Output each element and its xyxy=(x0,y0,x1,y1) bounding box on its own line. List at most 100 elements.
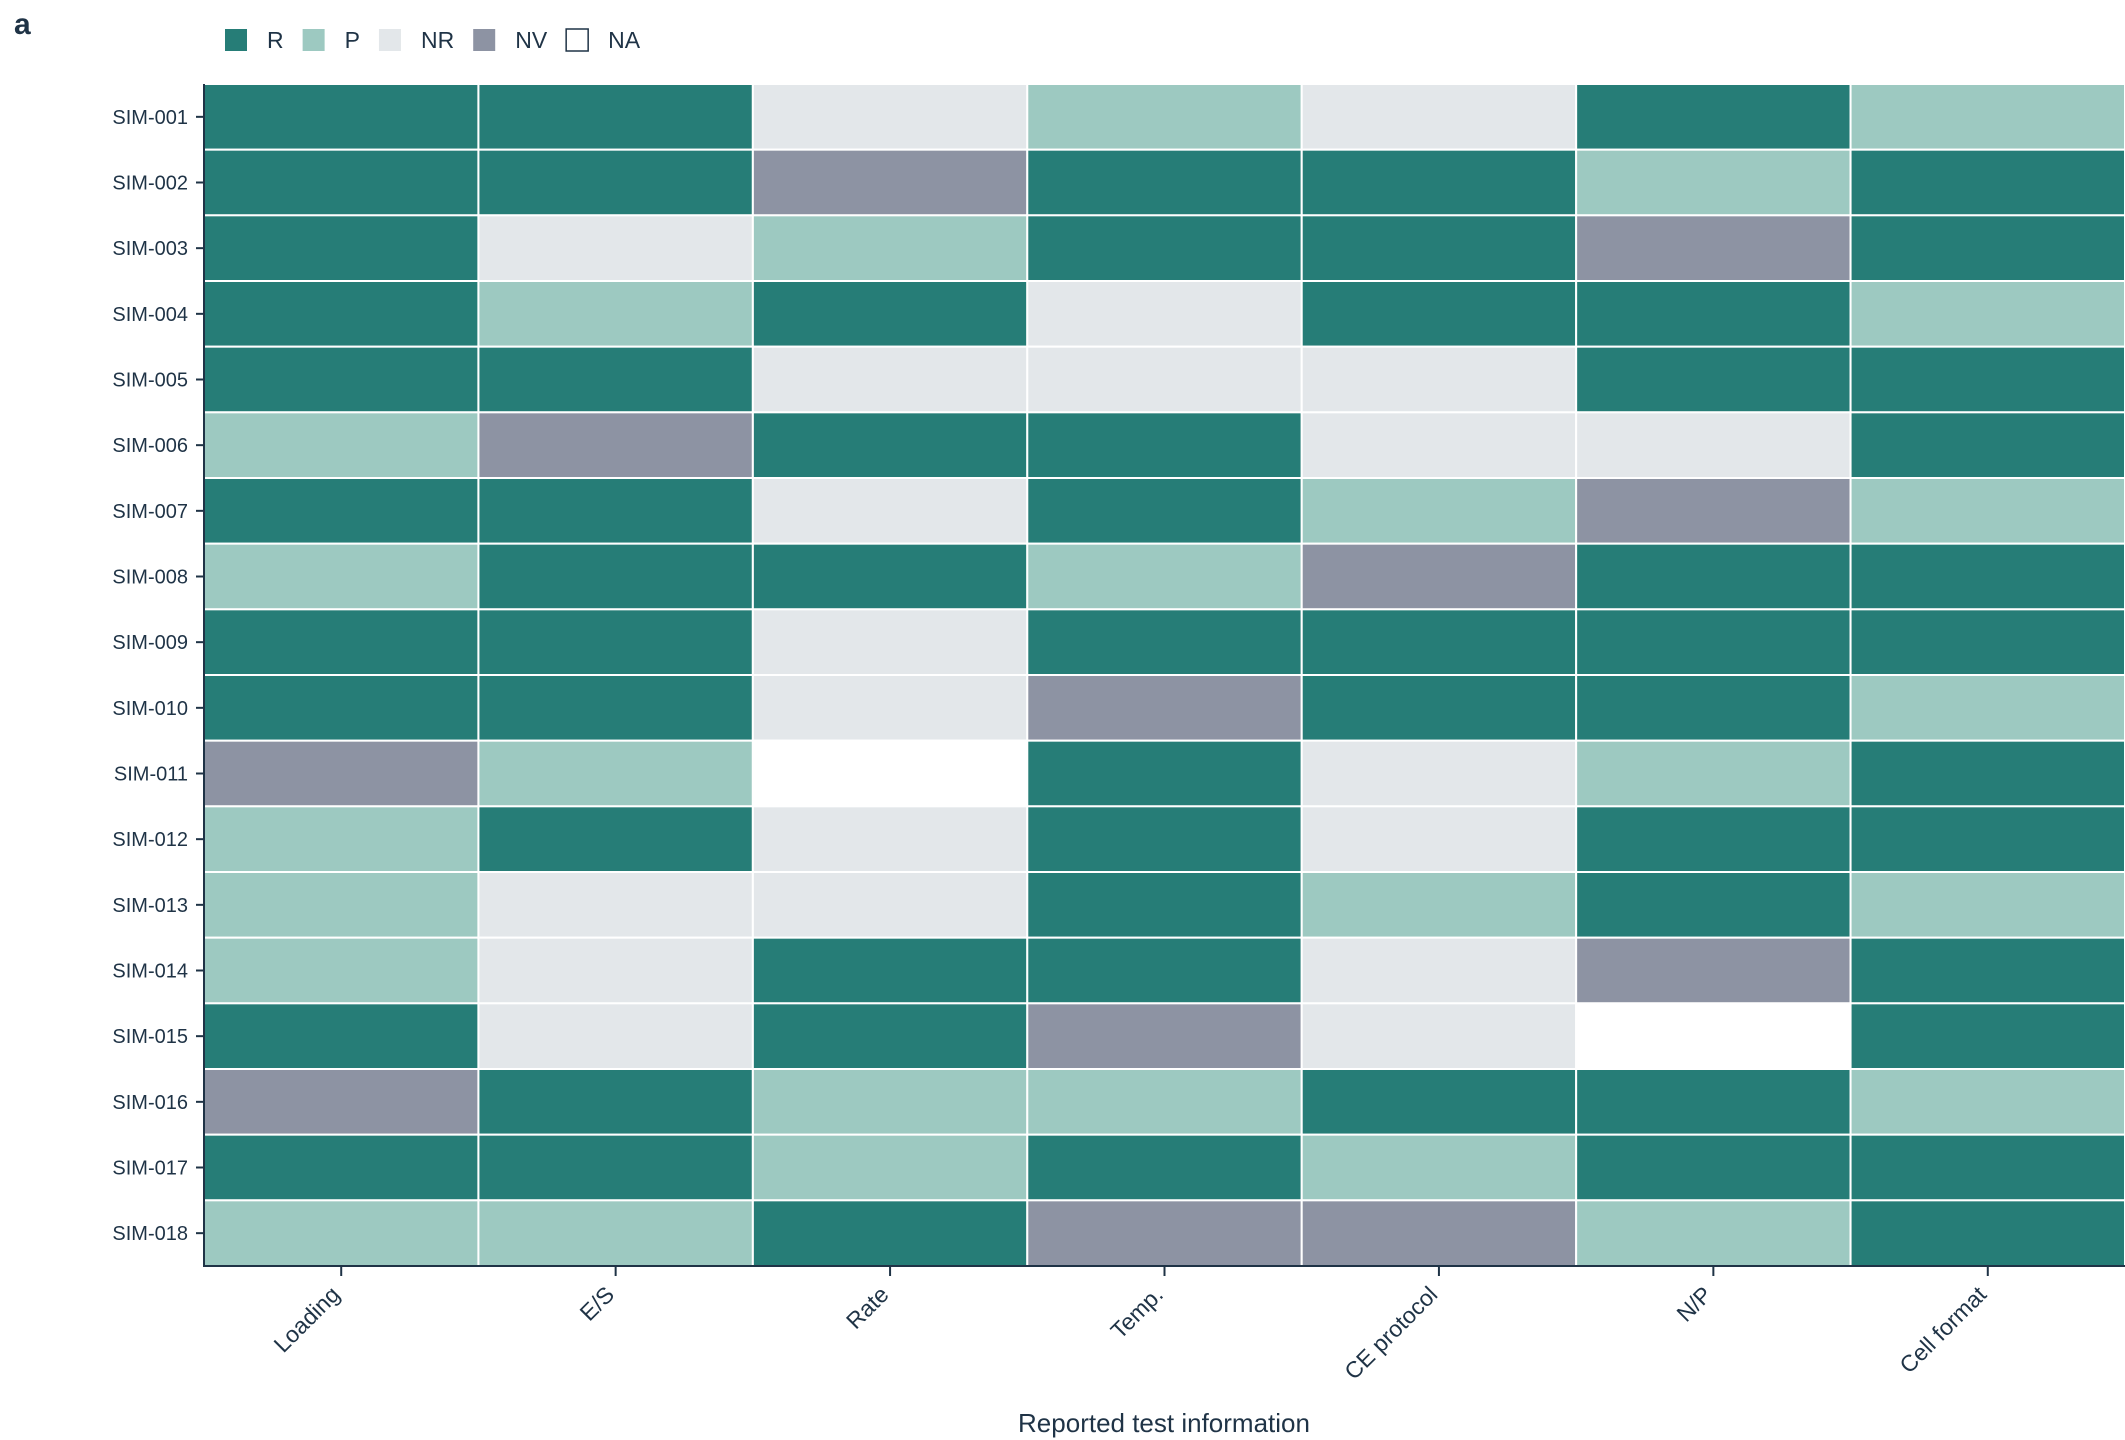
x-axis-title: Reported test information xyxy=(1018,1408,1310,1438)
heatmap-cell xyxy=(1575,871,1852,939)
heatmap-cell xyxy=(1575,739,1852,808)
heatmap-cell xyxy=(1026,1068,1303,1136)
heatmap-cell xyxy=(1575,936,1852,1005)
heatmap-cell xyxy=(1300,148,1578,217)
heatmap-cell xyxy=(1575,542,1852,611)
legend-label-na: NA xyxy=(608,27,641,53)
heatmap-cell xyxy=(1575,674,1852,742)
heatmap-cell xyxy=(477,1133,754,1202)
heatmap-cell xyxy=(1849,674,2125,742)
heatmap-cell xyxy=(477,1002,754,1070)
heatmap-cell xyxy=(203,1068,480,1136)
row-label-sim-018: SIM-018 xyxy=(112,1223,188,1245)
heatmap-cell xyxy=(203,1133,480,1202)
heatmap-cell xyxy=(1575,148,1852,217)
heatmap-cell xyxy=(751,871,1029,939)
heatmap-cell xyxy=(1026,542,1303,611)
heatmap-cell xyxy=(203,280,480,348)
heatmap-cell xyxy=(477,83,754,151)
column-label-n-p: N/P xyxy=(1671,1281,1716,1326)
heatmap-cell xyxy=(751,739,1029,808)
heatmap-cell xyxy=(1026,1199,1303,1268)
legend-label-nr: NR xyxy=(421,27,454,53)
heatmap-cell xyxy=(1575,477,1852,545)
heatmap-cell xyxy=(1026,805,1303,873)
heatmap-cell xyxy=(1300,1133,1578,1202)
heatmap-cell xyxy=(1575,280,1852,348)
heatmap-cell xyxy=(1300,214,1578,282)
heatmap-cell xyxy=(203,936,480,1005)
heatmap-cell xyxy=(477,411,754,480)
row-label-sim-002: SIM-002 xyxy=(112,173,188,195)
heatmap-cell xyxy=(1300,345,1578,414)
row-label-sim-010: SIM-010 xyxy=(112,698,188,720)
heatmap-cell xyxy=(477,542,754,611)
heatmap-cell xyxy=(1575,214,1852,282)
heatmap-cell xyxy=(1300,1199,1578,1268)
row-label-sim-006: SIM-006 xyxy=(112,435,188,457)
heatmap-cell xyxy=(751,674,1029,742)
heatmap-cell xyxy=(477,608,754,676)
heatmap-cell xyxy=(1300,739,1578,808)
heatmap-cell xyxy=(203,345,480,414)
heatmap-cell xyxy=(1849,280,2125,348)
heatmap-cell xyxy=(1849,739,2125,808)
heatmap-cell xyxy=(1300,1068,1578,1136)
heatmap-cell xyxy=(1849,214,2125,282)
heatmap-cell xyxy=(751,1199,1029,1268)
row-label-sim-015: SIM-015 xyxy=(112,1026,188,1048)
heatmap-cell xyxy=(1575,411,1852,480)
legend-label-nv: NV xyxy=(515,27,548,53)
heatmap-cell xyxy=(477,871,754,939)
heatmap-cell xyxy=(203,674,480,742)
heatmap-cell xyxy=(477,148,754,217)
row-label-sim-011: SIM-011 xyxy=(114,764,188,786)
heatmap-cell xyxy=(477,280,754,348)
heatmap-cell xyxy=(1849,871,2125,939)
heatmap-cell xyxy=(1026,1133,1303,1202)
column-labels: Loading E/S Rate Temp. CE protocol N/P Cell fo… xyxy=(268,1266,1992,1385)
heatmap-cell xyxy=(203,805,480,873)
column-label-ce-protocol: CE protocol xyxy=(1339,1281,1442,1384)
heatmap-cell xyxy=(1026,411,1303,480)
legend-label-p: P xyxy=(345,27,360,53)
legend-item-p: P xyxy=(302,27,360,53)
row-label-sim-009: SIM-009 xyxy=(112,632,188,654)
heatmap-cell xyxy=(203,608,480,676)
heatmap-cell xyxy=(1300,411,1578,480)
heatmap-cell xyxy=(1575,805,1852,873)
legend-label-r: R xyxy=(267,27,284,53)
heatmap-cell xyxy=(203,542,480,611)
heatmap-cell xyxy=(1849,1199,2125,1268)
heatmap-cell xyxy=(1300,542,1578,611)
heatmap-cell xyxy=(203,477,480,545)
heatmap-cell xyxy=(1300,280,1578,348)
heatmap-cell xyxy=(1849,411,2125,480)
row-label-sim-005: SIM-005 xyxy=(112,370,188,392)
heatmap-cell xyxy=(477,1199,754,1268)
heatmap-cells xyxy=(203,83,2125,1268)
row-label-sim-013: SIM-013 xyxy=(112,895,188,917)
legend-item-na: NA xyxy=(565,27,641,53)
row-label-sim-007: SIM-007 xyxy=(112,501,188,523)
heatmap-cell xyxy=(477,674,754,742)
heatmap-cell xyxy=(203,83,480,151)
heatmap-cell xyxy=(477,345,754,414)
column-label-temp: Temp. xyxy=(1105,1281,1168,1344)
heatmap-cell xyxy=(1300,608,1578,676)
heatmap-cell xyxy=(1026,345,1303,414)
legend-swatch-na xyxy=(565,28,589,52)
heatmap-cell xyxy=(1849,345,2125,414)
column-label-rate: Rate xyxy=(841,1281,894,1334)
legend-swatch-r xyxy=(225,29,247,51)
heatmap-cell xyxy=(1300,674,1578,742)
row-label-sim-004: SIM-004 xyxy=(112,304,188,326)
column-label-e-s: E/S xyxy=(575,1281,620,1326)
heatmap-cell xyxy=(1575,1002,1852,1070)
heatmap-cell xyxy=(1575,1133,1852,1202)
heatmap-cell xyxy=(203,739,480,808)
row-label-sim-017: SIM-017 xyxy=(112,1158,188,1180)
heatmap-cell xyxy=(1849,1002,2125,1070)
heatmap-cell xyxy=(1575,345,1852,414)
heatmap-cell xyxy=(477,214,754,282)
